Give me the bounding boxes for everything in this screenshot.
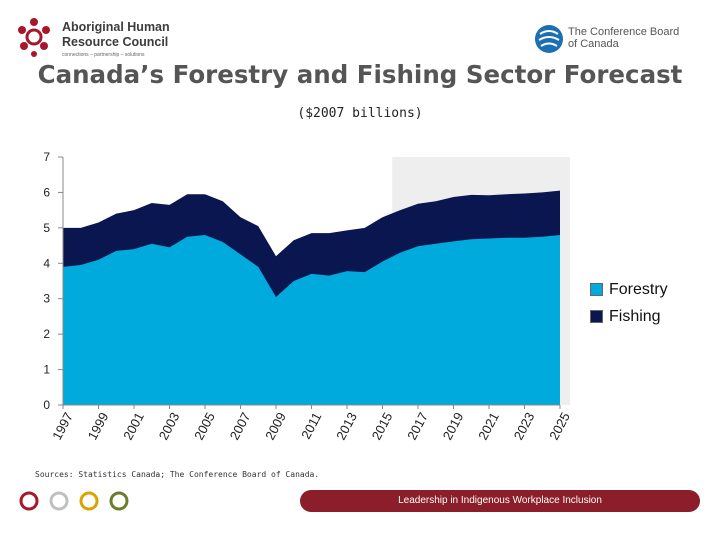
ahrc-logo: Aboriginal Human Resource Council connec… <box>14 16 214 66</box>
right-org-line2: of Canada <box>568 38 619 50</box>
x-tick-label: 2011 <box>298 410 324 442</box>
x-tick-label: 2007 <box>227 410 254 443</box>
x-tick-label: 2001 <box>120 410 147 443</box>
legend-label-forestry: Forestry <box>609 280 668 298</box>
chart-legend: Forestry Fishing <box>590 276 668 330</box>
legend-item-fishing: Fishing <box>590 303 668 330</box>
legend-swatch-forestry <box>590 283 603 296</box>
y-tick-label: 4 <box>43 256 50 270</box>
x-tick-label: 2003 <box>156 410 183 443</box>
y-tick-label: 2 <box>43 327 50 341</box>
x-tick-label: 2023 <box>511 410 538 443</box>
x-tick-label: 2017 <box>404 410 431 443</box>
conference-board-globe-icon <box>535 25 563 53</box>
legend-item-forestry: Forestry <box>590 276 668 303</box>
x-tick-label: 2015 <box>369 410 396 443</box>
x-tick-label: 2009 <box>262 410 289 443</box>
x-tick-label: 2005 <box>191 410 218 443</box>
y-tick-label: 5 <box>43 221 50 235</box>
y-tick-label: 0 <box>43 398 50 412</box>
x-tick-label: 2019 <box>440 410 467 443</box>
x-tick-label: 2025 <box>546 410 573 443</box>
footer-circle-icon <box>19 491 39 511</box>
chart-title: Canada’s Forestry and Fishing Sector For… <box>37 60 683 89</box>
forecast-area-chart: 0 1 2 3 4 5 6 7 1997 1999 2001 2003 2005 2007 2009 2011… <box>43 150 573 443</box>
conference-board-logo: The Conference Board of Canada <box>534 24 704 58</box>
left-org-line1: Aboriginal Human <box>62 20 170 34</box>
footer-banner: Leadership in Indigenous Workplace Inclu… <box>300 490 700 512</box>
y-tick-label: 7 <box>43 150 50 164</box>
left-org-line2: Resource Council <box>62 35 169 49</box>
footer-circle-icon <box>49 491 69 511</box>
footer-circle-icon <box>79 491 99 511</box>
x-tick-label: 2013 <box>333 410 360 443</box>
footer-circles <box>19 491 129 511</box>
legend-label-fishing: Fishing <box>609 307 661 325</box>
left-tagline: connections – partnership – solutions <box>62 52 145 58</box>
right-org-line1: The Conference Board <box>568 26 680 38</box>
source-note: Sources: Statistics Canada; The Conferen… <box>35 470 320 479</box>
y-tick-label: 3 <box>43 292 50 306</box>
series-area-forestry <box>63 234 560 405</box>
x-tick-label: 1999 <box>85 410 112 443</box>
y-tick-label: 1 <box>43 363 50 377</box>
x-tick-label: 2021 <box>475 410 502 443</box>
x-tick-label: 1997 <box>49 410 76 443</box>
chart-subtitle: ($2007 billions) <box>297 106 423 121</box>
ahrc-emblem-icon <box>18 18 50 57</box>
legend-swatch-fishing <box>590 310 603 323</box>
y-tick-label: 6 <box>43 185 50 199</box>
footer-circle-icon <box>109 491 129 511</box>
